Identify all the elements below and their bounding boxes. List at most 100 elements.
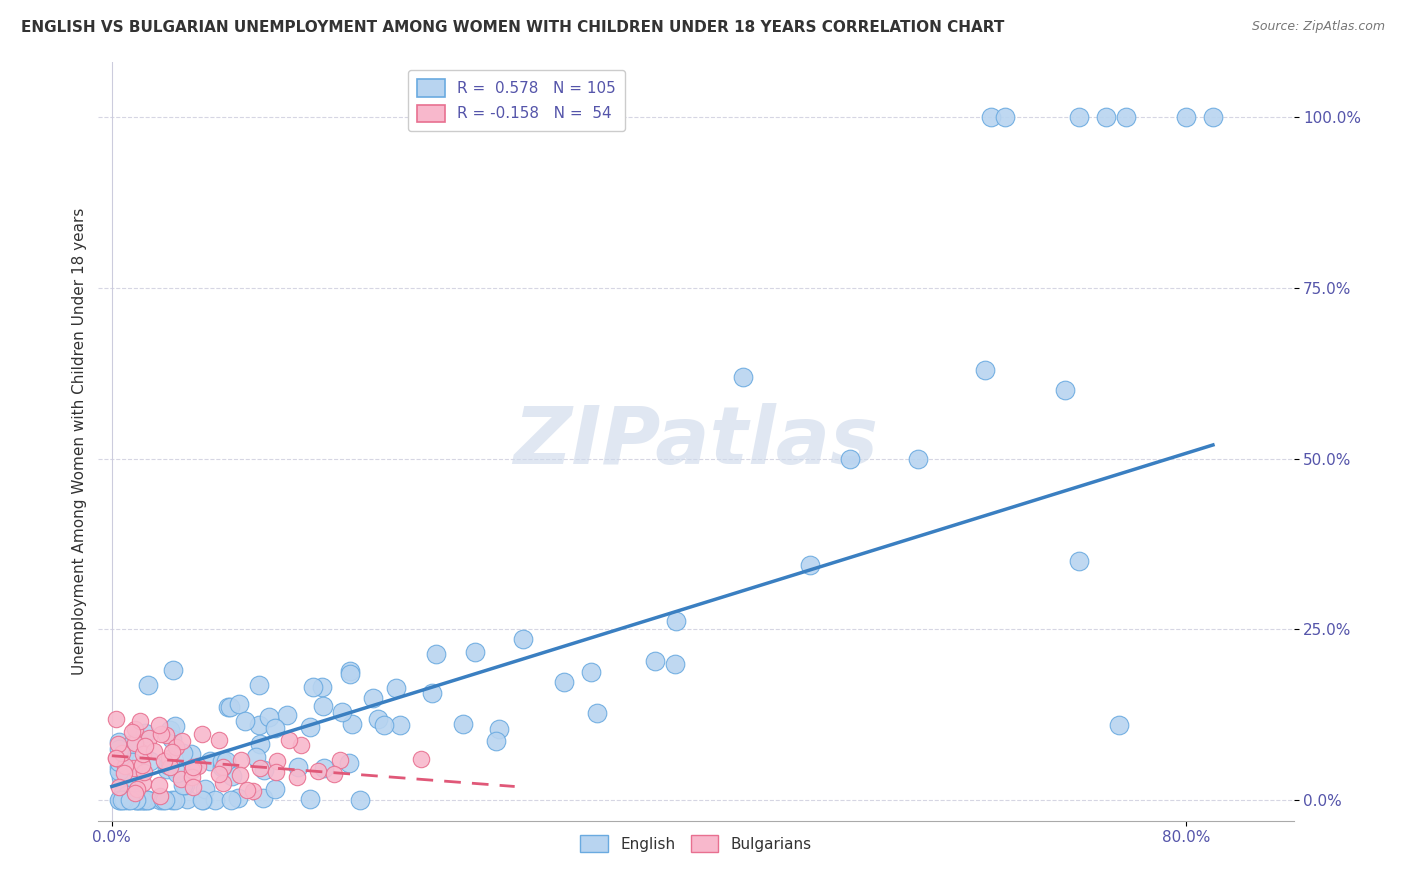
Point <box>165 719 187 733</box>
Point <box>312 761 335 775</box>
Point <box>172 778 194 792</box>
Point <box>128 793 150 807</box>
Point <box>107 793 129 807</box>
Point <box>115 788 138 802</box>
Point <box>125 793 148 807</box>
Point <box>121 756 143 770</box>
Point <box>121 772 143 787</box>
Point <box>211 760 233 774</box>
Point <box>136 793 159 807</box>
Point <box>219 793 242 807</box>
Point <box>134 739 156 753</box>
Point <box>134 726 156 740</box>
Point <box>181 770 204 784</box>
Point <box>226 791 249 805</box>
Point <box>104 751 127 765</box>
Point <box>907 451 929 466</box>
Point <box>464 644 486 658</box>
Point <box>108 793 131 807</box>
Point <box>249 761 271 775</box>
Point <box>298 792 321 806</box>
Point <box>128 714 150 728</box>
Point <box>1108 718 1130 732</box>
Point <box>420 686 443 700</box>
Point <box>134 765 156 780</box>
Y-axis label: Unemployment Among Women with Children Under 18 years: Unemployment Among Women with Children U… <box>72 208 87 675</box>
Point <box>290 739 312 753</box>
Point <box>1067 554 1090 568</box>
Point <box>112 747 135 761</box>
Point <box>277 732 299 747</box>
Point <box>236 783 259 797</box>
Point <box>104 751 127 765</box>
Point <box>162 663 184 677</box>
Point <box>107 737 129 751</box>
Point <box>388 718 411 732</box>
Point <box>208 733 231 747</box>
Point <box>1115 110 1137 124</box>
Point <box>553 675 575 690</box>
Point <box>579 665 602 679</box>
Point <box>453 716 475 731</box>
Point <box>264 765 287 780</box>
Point <box>172 746 194 760</box>
Point <box>174 777 197 791</box>
Point <box>221 768 243 782</box>
Point <box>149 793 172 807</box>
Point <box>285 771 308 785</box>
Point <box>165 740 187 755</box>
Point <box>229 768 252 782</box>
Point <box>160 731 183 746</box>
Point <box>107 759 129 773</box>
Point <box>242 784 264 798</box>
Point <box>204 793 226 807</box>
Point <box>104 712 127 726</box>
Point <box>276 708 298 723</box>
Point <box>148 718 170 732</box>
Point <box>165 793 187 807</box>
Point <box>212 760 235 774</box>
Point <box>142 744 165 758</box>
Point <box>120 793 142 807</box>
Point <box>1094 110 1116 124</box>
Point <box>311 698 333 713</box>
Point <box>198 755 221 769</box>
Point <box>121 737 143 751</box>
Point <box>425 647 447 661</box>
Point <box>252 791 274 805</box>
Point <box>166 766 188 780</box>
Point <box>131 758 153 772</box>
Legend: English, Bulgarians: English, Bulgarians <box>575 829 817 858</box>
Point <box>799 558 821 573</box>
Point <box>107 780 129 794</box>
Point <box>207 767 229 781</box>
Point <box>112 793 135 807</box>
Point <box>172 734 194 748</box>
Point <box>361 690 384 705</box>
Point <box>128 793 150 807</box>
Point <box>980 110 1002 124</box>
Point <box>249 738 271 752</box>
Point <box>329 754 352 768</box>
Point <box>215 755 238 769</box>
Point <box>132 776 155 790</box>
Point <box>136 793 159 807</box>
Point <box>217 700 239 714</box>
Point <box>973 363 995 377</box>
Point <box>170 772 193 786</box>
Point <box>512 632 534 646</box>
Point <box>484 733 506 747</box>
Point <box>245 749 267 764</box>
Point <box>233 714 256 728</box>
Point <box>136 678 159 692</box>
Point <box>411 751 433 765</box>
Point <box>187 758 209 772</box>
Point <box>153 754 176 768</box>
Point <box>162 745 184 759</box>
Point <box>228 697 250 711</box>
Point <box>155 727 177 741</box>
Point <box>159 756 181 770</box>
Point <box>139 754 162 768</box>
Point <box>266 754 288 768</box>
Point <box>191 793 214 807</box>
